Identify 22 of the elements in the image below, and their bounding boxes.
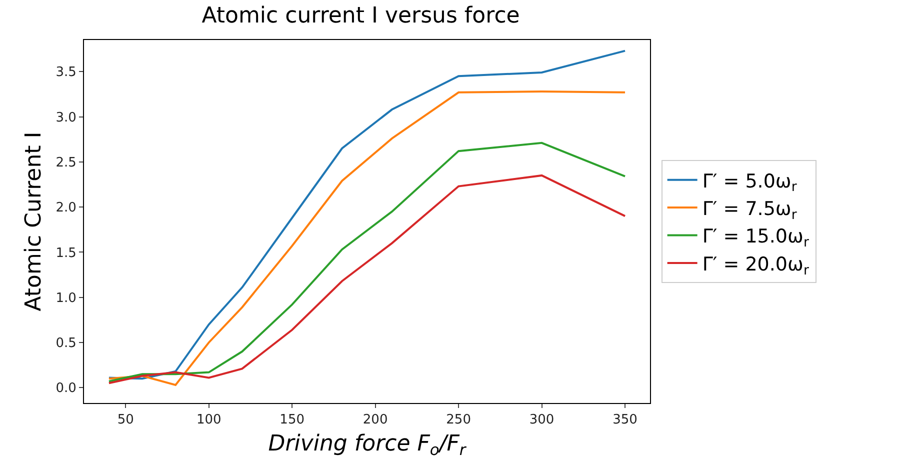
legend-label: Γ′ = 15.0ω$_{r}$ <box>702 226 810 251</box>
legend-label: Γ′ = 7.5ω$_{r}$ <box>702 198 798 223</box>
y-tick-label: 1.0 <box>56 290 76 306</box>
x-axis-title: Driving force F$_{o}$/F$_{r}$ <box>268 432 468 460</box>
y-tick-label: 3.5 <box>56 65 76 80</box>
x-tick-label: 300 <box>529 412 554 428</box>
y-tick-label: 0.0 <box>56 381 76 396</box>
x-tick-label: 350 <box>612 412 638 428</box>
y-tick-label: 2.5 <box>56 155 76 170</box>
legend-label: Γ′ = 5.0ω$_{r}$ <box>702 170 798 196</box>
chart-title: Atomic current I versus force <box>202 3 520 28</box>
y-axis-title: Atomic Current I <box>22 132 47 312</box>
x-tick-label: 200 <box>362 412 388 428</box>
x-tick-label: 100 <box>196 412 222 428</box>
y-tick-label: 0.5 <box>56 336 76 352</box>
y-tick-label: 2.0 <box>56 200 76 216</box>
x-tick-label: 50 <box>117 412 134 428</box>
x-tick-label: 250 <box>446 412 471 428</box>
y-tick-label: 1.5 <box>56 246 76 261</box>
legend-label: Γ′ = 20.0ω$_{r}$ <box>702 253 810 278</box>
x-tick-label: 150 <box>280 412 305 428</box>
y-tick-label: 3.0 <box>56 110 76 126</box>
